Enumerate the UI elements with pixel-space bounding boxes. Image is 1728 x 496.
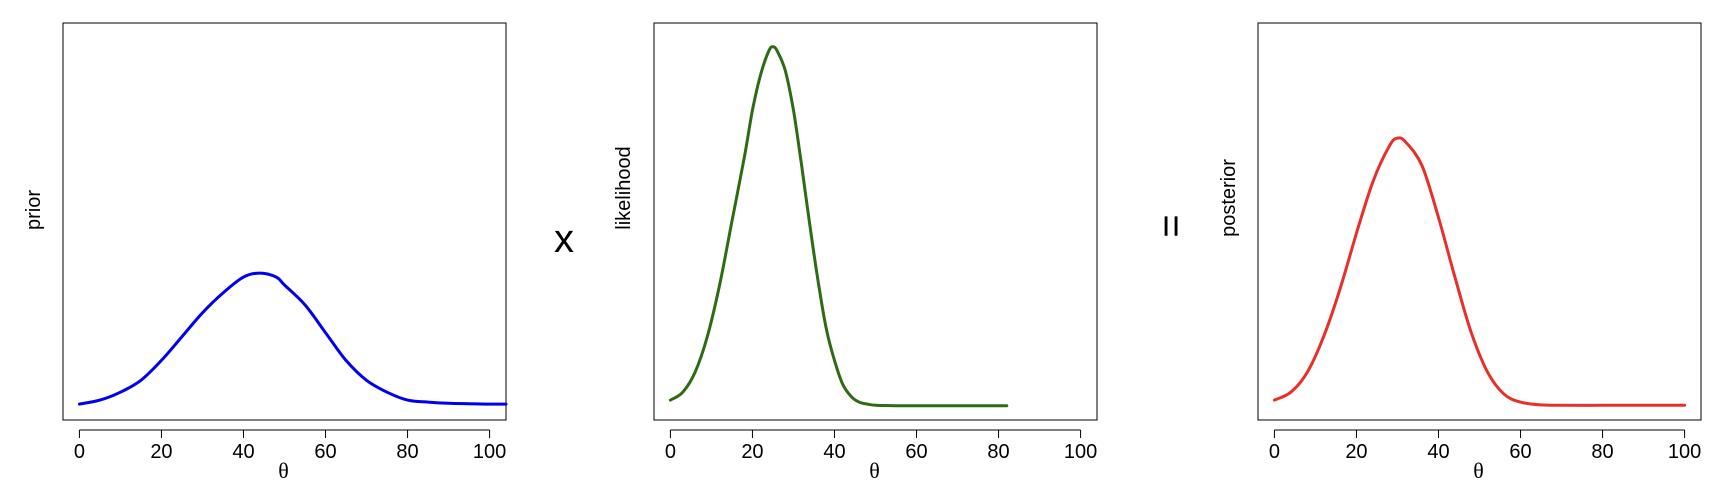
x-tick-label: 60	[1509, 441, 1531, 463]
x-axis-label: θ	[278, 458, 289, 483]
x-tick-label: 40	[1427, 441, 1449, 463]
x-axis-label: θ	[869, 458, 880, 483]
equals-operator: =	[1149, 214, 1193, 237]
x-tick-label: 20	[150, 441, 172, 463]
x-tick-label: 0	[74, 441, 85, 463]
x-tick-label: 100	[473, 441, 506, 463]
x-tick-label: 100	[1064, 441, 1097, 463]
x-axis-label: θ	[1473, 458, 1484, 483]
x-tick-label: 0	[665, 441, 676, 463]
y-axis-label: likelihood	[613, 146, 635, 229]
x-tick-label: 80	[396, 441, 418, 463]
x-tick-label: 60	[905, 441, 927, 463]
multiply-operator: x	[554, 217, 574, 261]
prior-curve	[77, 271, 508, 406]
y-axis-label: posterior	[1218, 159, 1240, 237]
chart-panel-posterior: 0 20 40 60 80 100 θ posterior	[1218, 22, 1702, 483]
x-tick-label: 80	[987, 441, 1009, 463]
posterior-curve	[1272, 136, 1687, 407]
x-tick-label: 100	[1668, 441, 1701, 463]
likelihood-curve	[668, 45, 1009, 408]
plot-frame	[1257, 22, 1702, 421]
x-tick-label: 0	[1269, 441, 1280, 463]
x-tick-label: 20	[741, 441, 763, 463]
plot-frame	[62, 22, 507, 421]
plot-frame	[653, 22, 1098, 421]
x-tick-label: 60	[314, 441, 336, 463]
x-tick-label: 20	[1345, 441, 1367, 463]
x-tick-label: 40	[823, 441, 845, 463]
x-tick-label: 40	[232, 441, 254, 463]
y-axis-label: prior	[23, 190, 45, 230]
x-tick-label: 80	[1591, 441, 1613, 463]
chart-panel-prior: 0 20 40 60 80 100 θ prior	[23, 22, 508, 483]
chart-panel-likelihood: 0 20 40 60 80 100 θ likelihood	[613, 22, 1098, 483]
